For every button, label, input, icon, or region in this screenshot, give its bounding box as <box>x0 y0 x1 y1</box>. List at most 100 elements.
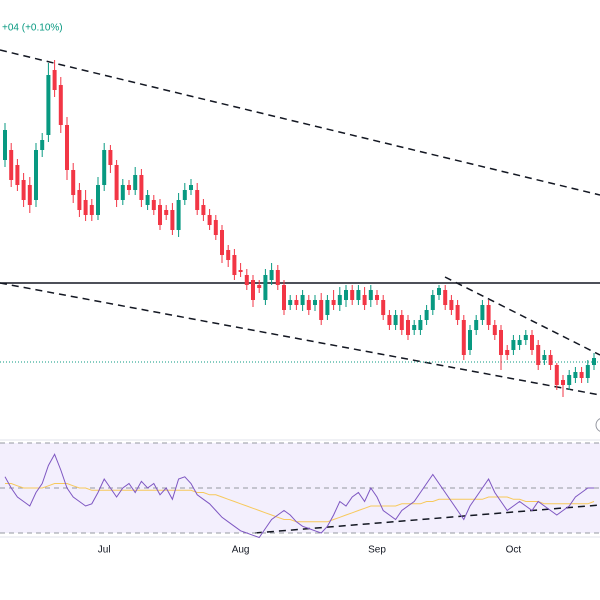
candle-body <box>189 185 193 190</box>
candle-body <box>362 295 367 305</box>
icon[interactable] <box>595 418 600 432</box>
rsi-ma-line <box>5 483 595 523</box>
candle-body <box>176 200 181 230</box>
candle-body <box>151 200 156 210</box>
candle-body <box>145 195 150 205</box>
candle-body <box>468 330 472 350</box>
candle-body <box>381 300 386 315</box>
candle-body <box>251 280 255 300</box>
candle-body <box>573 372 578 378</box>
candle-body <box>567 375 572 385</box>
candle-body <box>356 290 361 300</box>
candle-body <box>201 205 206 215</box>
candle-body <box>430 295 435 310</box>
candle-body <box>406 320 410 335</box>
candle-body <box>399 315 404 330</box>
candle-body <box>46 75 51 135</box>
trendline <box>0 282 600 396</box>
candle-body <box>530 335 534 350</box>
x-tick-label: Oct <box>506 545 522 556</box>
candle-body <box>523 335 528 340</box>
candle-body <box>325 300 330 315</box>
candle-body <box>257 285 262 288</box>
candle-body <box>77 190 82 210</box>
candle-body <box>443 290 448 305</box>
candle-body <box>592 358 596 365</box>
candle-body <box>548 355 553 365</box>
candle-body <box>313 300 317 305</box>
candle-body <box>306 300 311 310</box>
candle-body <box>238 270 243 272</box>
candle-body <box>474 320 479 330</box>
candle-body <box>461 320 466 355</box>
candle-body <box>27 185 32 205</box>
candle-body <box>65 125 69 170</box>
candle-body <box>480 305 485 320</box>
candle-body <box>226 250 231 260</box>
candle-body <box>170 210 175 230</box>
candle-body <box>368 290 373 300</box>
candle-body <box>114 165 119 200</box>
candle-body <box>275 270 280 285</box>
candle-body <box>244 275 249 285</box>
candle-body <box>108 150 113 165</box>
candle-body <box>133 175 138 190</box>
candle-body <box>505 350 510 355</box>
rsi-trendline <box>254 504 600 534</box>
candle-body <box>511 340 516 350</box>
candle-body <box>585 365 590 378</box>
candle-body <box>9 150 14 180</box>
candle-body <box>213 220 218 235</box>
candle-body <box>158 205 162 225</box>
x-tick-label: Sep <box>368 545 386 556</box>
candle-body <box>344 290 348 300</box>
candle-body <box>269 270 274 280</box>
candle-body <box>536 345 541 365</box>
candle-body <box>486 305 491 325</box>
candle-body <box>393 315 398 325</box>
candle-body <box>449 300 454 310</box>
candle-body <box>89 205 94 215</box>
candle-body <box>455 305 460 320</box>
candle-body <box>96 185 100 215</box>
candle-body <box>21 180 26 200</box>
candle-body <box>375 295 379 300</box>
candle-body <box>34 150 38 200</box>
candle-body <box>418 320 423 330</box>
candle-body <box>58 85 63 125</box>
candle-body <box>387 315 392 325</box>
candle-body <box>127 185 131 190</box>
candle-body <box>83 200 88 215</box>
candle-body <box>232 255 237 275</box>
candle-body <box>350 290 355 300</box>
candle-body <box>424 310 429 320</box>
candle-body <box>220 230 224 255</box>
trendline <box>444 276 600 356</box>
candle-body <box>288 300 293 305</box>
x-tick-label: Aug <box>232 545 250 556</box>
candle-body <box>15 165 20 185</box>
candle-body <box>492 325 497 335</box>
candle-body <box>120 185 125 200</box>
candle-body <box>319 300 324 320</box>
candle-body <box>542 355 547 360</box>
candle-body <box>412 325 417 330</box>
candle-body <box>263 275 268 300</box>
candle-body <box>164 210 169 215</box>
candle-body <box>554 365 559 385</box>
candle-body <box>437 288 441 295</box>
candle-body <box>139 175 144 200</box>
candle-body <box>182 190 187 200</box>
candle-body <box>102 150 107 185</box>
candle-body <box>52 70 57 90</box>
candle-body <box>300 295 305 305</box>
candle-body <box>40 140 45 150</box>
candle-body <box>561 380 565 385</box>
candle-body <box>331 300 336 305</box>
change-label: +04 (+0.10%) <box>2 23 63 34</box>
trendline <box>0 49 600 196</box>
candle-body <box>282 285 286 310</box>
candle-body <box>579 372 584 378</box>
candle-body <box>337 295 342 305</box>
candle-body <box>71 170 76 195</box>
